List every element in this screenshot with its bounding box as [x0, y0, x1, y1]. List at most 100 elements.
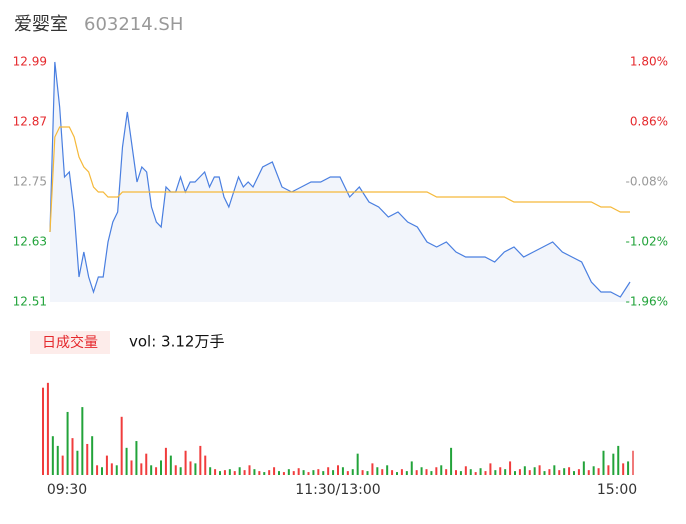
- volume-bar: [184, 450, 187, 475]
- volume-bar: [287, 469, 290, 475]
- volume-bar: [479, 468, 482, 475]
- volume-bar: [396, 472, 398, 475]
- volume-bar: [351, 469, 354, 475]
- volume-badge-label: 日成交量: [42, 334, 98, 351]
- volume-bar: [587, 470, 590, 475]
- volume-bar: [420, 467, 423, 475]
- volume-bar: [563, 468, 566, 475]
- y2-tick-label: -1.02%: [626, 235, 668, 249]
- volume-bar: [410, 461, 413, 475]
- volume-bar: [474, 472, 477, 475]
- volume-bar: [415, 470, 418, 475]
- volume-bar: [459, 471, 462, 475]
- volume-bar: [110, 463, 113, 475]
- y-tick-label: 12.87: [13, 115, 47, 129]
- volume-bar: [307, 472, 310, 475]
- volume-bar: [150, 465, 153, 475]
- volume-summary: vol: 3.12万手: [129, 333, 224, 351]
- volume-bar: [61, 455, 64, 475]
- volume-bar: [346, 471, 349, 475]
- volume-bar: [209, 467, 212, 475]
- volume-bar: [160, 460, 162, 475]
- volume-bar: [312, 470, 315, 475]
- volume-bar: [543, 471, 546, 475]
- volume-bar: [194, 463, 197, 475]
- volume-bar: [464, 466, 467, 475]
- volume-bar: [292, 471, 295, 475]
- volume-bar: [120, 416, 123, 475]
- volume-bar: [568, 467, 571, 475]
- volume-bar: [71, 438, 74, 475]
- volume-bar: [622, 463, 625, 475]
- x-tick-label: 15:00: [597, 482, 637, 498]
- volume-bar: [263, 472, 266, 475]
- volume-bar: [91, 436, 94, 475]
- volume-bar: [435, 467, 438, 475]
- volume-bar: [548, 469, 551, 475]
- volume-bar: [233, 471, 236, 475]
- volume-bar: [425, 469, 428, 475]
- volume-bar: [632, 450, 634, 475]
- volume-bar: [199, 445, 202, 475]
- volume-bar: [484, 471, 487, 475]
- volume-bar: [366, 471, 369, 475]
- volume-bar: [528, 470, 531, 475]
- volume-bar: [469, 469, 472, 475]
- y2-tick-label: -0.08%: [626, 175, 668, 189]
- volume-bar: [514, 471, 516, 475]
- volume-bar: [238, 467, 241, 475]
- volume-bar: [523, 466, 526, 475]
- y-tick-label: 12.51: [13, 295, 47, 309]
- volume-bar: [391, 470, 394, 475]
- stock-name: 爱婴室: [14, 14, 68, 35]
- volume-bar: [400, 469, 403, 475]
- volume-bar: [101, 467, 103, 475]
- volume-bar: [105, 455, 108, 475]
- volume-bar: [268, 470, 271, 475]
- volume-bar: [86, 443, 89, 475]
- volume-bar: [509, 461, 512, 475]
- volume-bar: [317, 469, 320, 475]
- volume-bar: [42, 387, 44, 475]
- volume-bar: [258, 471, 261, 475]
- y-tick-label: 12.99: [13, 55, 47, 69]
- volume-bar: [81, 407, 84, 475]
- volume-bar: [533, 467, 536, 475]
- y2-tick-label: 1.80%: [630, 55, 668, 69]
- volume-bar: [302, 470, 305, 475]
- volume-bar: [538, 465, 541, 475]
- line-1: [49, 126, 630, 233]
- volume-bar: [602, 450, 605, 475]
- volume-bar: [322, 471, 325, 475]
- volume-bar: [617, 445, 620, 475]
- volume-bar: [612, 453, 615, 475]
- volume-bar: [145, 453, 148, 475]
- volume-bar: [332, 470, 335, 475]
- volume-bar: [440, 465, 443, 475]
- volume-bar: [66, 411, 69, 475]
- price-area: [50, 62, 630, 302]
- volume-bar: [341, 467, 344, 475]
- volume-bar: [592, 466, 595, 475]
- volume-bar: [243, 470, 246, 475]
- volume-bar: [361, 470, 364, 475]
- volume-bar: [278, 471, 280, 475]
- volume-bar: [445, 469, 448, 475]
- volume-bar: [573, 471, 575, 475]
- volume-bar: [381, 469, 384, 475]
- volume-bar: [219, 471, 221, 475]
- volume-bar: [204, 455, 207, 475]
- volume-bar: [297, 468, 300, 475]
- volume-bar: [169, 455, 172, 475]
- volume-bar: [558, 470, 561, 475]
- volume-bar: [223, 470, 226, 475]
- volume-bar: [56, 445, 59, 475]
- volume-bar: [405, 471, 408, 475]
- volume-bar: [450, 447, 453, 475]
- volume-bar: [76, 450, 79, 475]
- volume-bar: [273, 467, 276, 475]
- stock-code: 603214.SH: [84, 14, 183, 35]
- volume-bar: [140, 463, 143, 475]
- volume-bar: [504, 469, 507, 475]
- volume-bar: [135, 441, 138, 475]
